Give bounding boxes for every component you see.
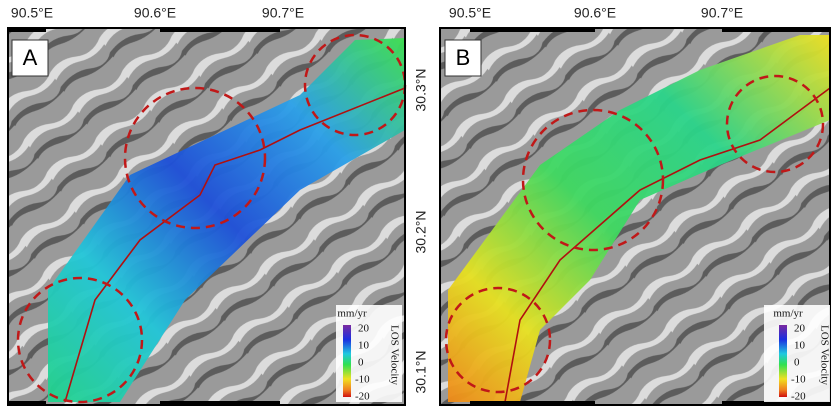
colorbar-tick: 20 xyxy=(358,323,370,335)
panel-label-box xyxy=(11,39,49,77)
fault-line xyxy=(504,87,831,403)
highlight-circle xyxy=(444,286,552,394)
panel-label-box xyxy=(444,39,482,77)
lat-tick: 30.1°N xyxy=(413,351,429,394)
colorbar-tick: -10 xyxy=(791,374,806,386)
lat-tick: 30.2°N xyxy=(413,211,429,254)
colorbar-unit: mm/yr xyxy=(337,308,367,320)
colorbar-title: LOS Velocity xyxy=(388,325,400,385)
panel-label: B xyxy=(456,45,471,70)
colorbar-tick: 0 xyxy=(794,357,800,369)
lon-tick: 90.6°E xyxy=(574,5,616,21)
insar-swath xyxy=(448,35,830,402)
colorbar-title: LOS Velocity xyxy=(818,325,830,385)
lon-tick: 90.5°E xyxy=(11,5,53,21)
colorbar-tick: -10 xyxy=(355,374,370,386)
frame-scale xyxy=(8,401,46,405)
frame-scale xyxy=(160,401,280,405)
lon-tick: 90.7°E xyxy=(701,5,743,21)
frame-scale xyxy=(470,28,595,32)
colorbar-unit: mm/yr xyxy=(773,308,803,320)
highlight-circle xyxy=(16,276,144,404)
panel-label: A xyxy=(23,45,38,70)
panel-b: B 90.5°E 90.6°E 90.7°E mm/yr 20 10 0 -10… xyxy=(439,5,831,406)
frame-scale xyxy=(8,28,46,32)
colorbar-tick: -20 xyxy=(791,391,806,403)
frame-scale xyxy=(160,28,280,32)
lon-tick: 90.6°E xyxy=(134,5,176,21)
colorbar-tick: -20 xyxy=(355,391,370,403)
colorbar-tick: 10 xyxy=(794,340,806,352)
frame xyxy=(439,27,831,406)
frame-scale xyxy=(722,401,830,405)
colorbar-tick: 0 xyxy=(358,357,364,369)
highlight-circle xyxy=(725,74,825,174)
lon-tick: 90.5°E xyxy=(449,5,491,21)
panel-a: A 90.5°E 90.6°E 90.7°E mm/yr 20 10 0 -10… xyxy=(7,5,407,406)
colorbar-box xyxy=(764,305,830,402)
fault-line xyxy=(64,87,406,403)
highlight-circle xyxy=(123,86,267,230)
colorbar-tick: 20 xyxy=(794,323,806,335)
lon-tick: 90.7°E xyxy=(262,5,304,21)
highlight-circle xyxy=(521,108,665,252)
lat-tick: 30.3°N xyxy=(413,69,429,112)
colorbar xyxy=(779,325,787,397)
frame-scale xyxy=(470,401,595,405)
frame-scale xyxy=(722,28,830,32)
colorbar xyxy=(343,325,351,397)
colorbar-tick: 10 xyxy=(358,340,370,352)
